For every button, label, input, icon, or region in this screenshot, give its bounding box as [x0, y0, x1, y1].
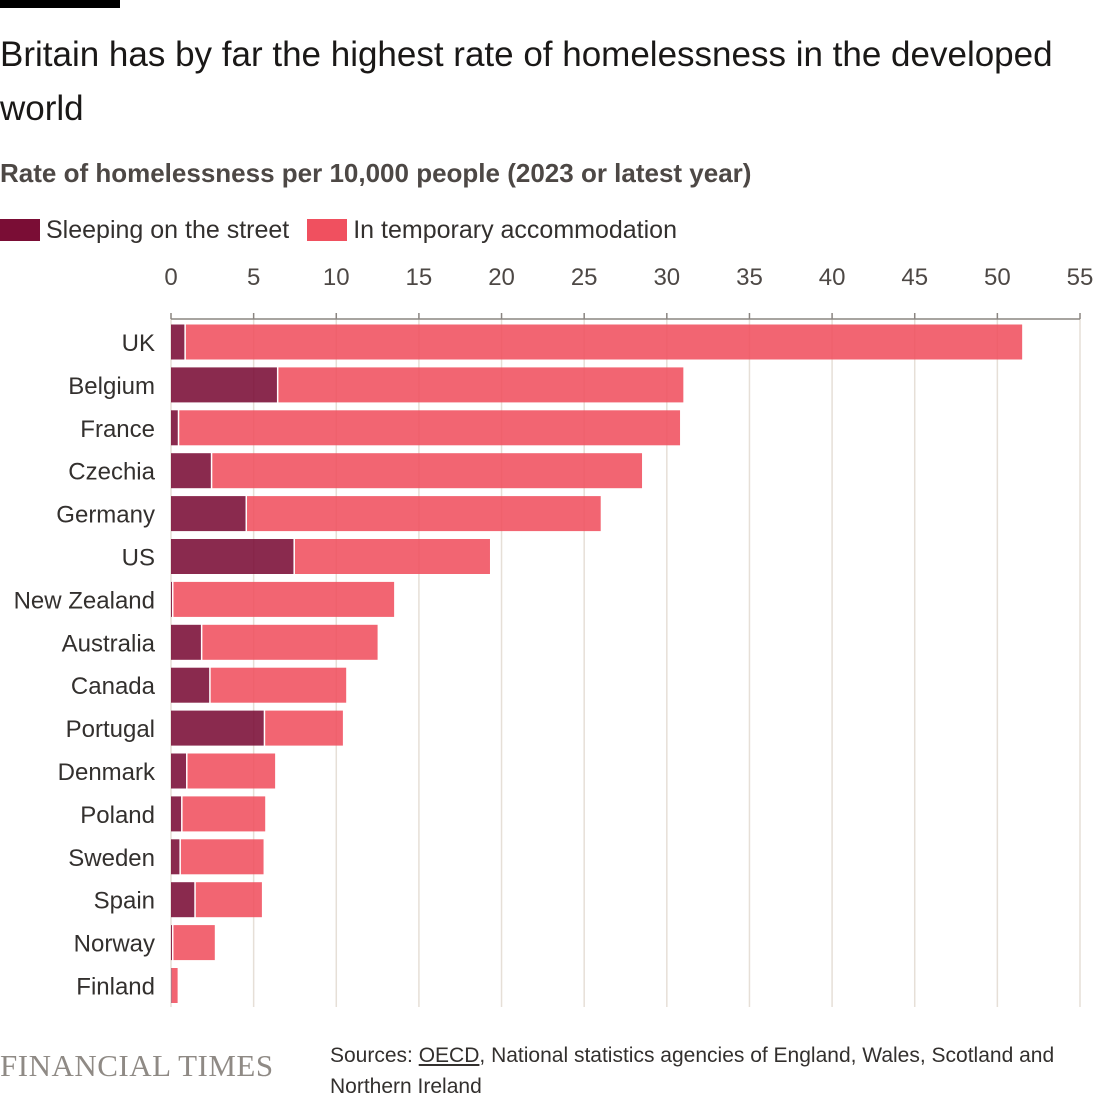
top-rule: [0, 0, 120, 8]
legend-item-temporary: In temporary accommodation: [307, 216, 677, 245]
category-label: Australia: [62, 630, 156, 657]
category-label: Belgium: [68, 373, 155, 400]
x-tick-label: 30: [653, 264, 680, 291]
chart-title: Britain has by far the highest rate of h…: [0, 35, 1053, 128]
bar-street: [171, 453, 211, 489]
bar-temporary: [179, 410, 681, 446]
category-label: Czechia: [68, 459, 155, 486]
bar-temporary: [180, 839, 264, 875]
oecd-link[interactable]: OECD: [418, 1044, 480, 1067]
x-tick-label: 45: [901, 264, 928, 291]
bar-temporary: [195, 882, 262, 918]
bar-street: [171, 753, 187, 789]
legend: Sleeping on the street In temporary acco…: [0, 212, 695, 248]
category-label: Norway: [74, 931, 155, 958]
bar-street: [171, 367, 277, 403]
bar-street: [171, 839, 180, 875]
category-label: Canada: [71, 673, 156, 700]
bar-temporary: [171, 968, 178, 1003]
ft-logo: FINANCIAL TIMES: [0, 1048, 274, 1083]
bar-street: [171, 710, 264, 746]
legend-swatch-street: [0, 219, 40, 241]
bar-street: [171, 581, 172, 617]
x-tick-label: 50: [984, 264, 1011, 291]
category-label: Poland: [80, 802, 155, 829]
bar-temporary: [265, 710, 343, 746]
x-tick-label: 40: [819, 264, 846, 291]
bar-street: [171, 624, 201, 660]
chart-subtitle: Rate of homelessness per 10,000 people (…: [0, 158, 752, 188]
bar-chart: 0 5 10 15 20 25 30 35 40 45 50 55 UK Belgium France Cze…: [14, 264, 1094, 1007]
category-label: Portugal: [66, 716, 155, 743]
sources-rest: , National statistics agencies of Englan…: [330, 1044, 1055, 1098]
category-label: New Zealand: [14, 587, 155, 614]
x-tick-label: 55: [1067, 264, 1094, 291]
bar-temporary: [173, 925, 215, 961]
legend-label-temporary: In temporary accommodation: [353, 215, 677, 244]
bar-temporary: [212, 453, 643, 489]
bar-street: [171, 882, 195, 918]
bar-street: [171, 925, 172, 961]
x-tick-label: 20: [488, 264, 515, 291]
bar-street: [171, 539, 294, 574]
bar-street: [171, 796, 182, 832]
category-label: Spain: [94, 888, 155, 915]
legend-swatch-temporary: [307, 219, 348, 241]
bar-temporary: [202, 624, 378, 660]
bar-street: [171, 410, 178, 446]
category-label: Germany: [56, 502, 155, 529]
legend-item-street: Sleeping on the street: [0, 216, 289, 245]
category-label: US: [122, 545, 155, 572]
x-tick-label: 25: [571, 264, 598, 291]
x-tick-label: 35: [736, 264, 763, 291]
category-label: Denmark: [58, 759, 156, 786]
x-tick-label: 15: [406, 264, 433, 291]
bar-temporary: [185, 324, 1023, 360]
sources-prefix: Sources:: [330, 1044, 419, 1067]
bar-temporary: [278, 367, 684, 403]
bar-temporary: [173, 581, 395, 617]
bar-temporary: [210, 667, 347, 703]
x-tick-label: 0: [164, 264, 177, 291]
category-label: Finland: [76, 974, 155, 1001]
legend-label-street: Sleeping on the street: [46, 215, 290, 244]
bar-street: [171, 496, 246, 532]
category-label: UK: [122, 330, 155, 357]
bar-street: [171, 667, 210, 703]
x-tick-label: 10: [323, 264, 350, 291]
bar-temporary: [247, 496, 601, 532]
bar-temporary: [294, 539, 490, 574]
bar-street: [171, 968, 172, 1003]
bar-street: [171, 324, 185, 360]
category-label: Sweden: [68, 845, 155, 872]
bar-temporary: [182, 796, 266, 832]
category-label: France: [80, 416, 155, 443]
x-tick-label: 5: [247, 264, 260, 291]
bar-temporary: [187, 753, 276, 789]
sources-note: Sources: OECD, National statistics agenc…: [330, 1040, 1100, 1102]
